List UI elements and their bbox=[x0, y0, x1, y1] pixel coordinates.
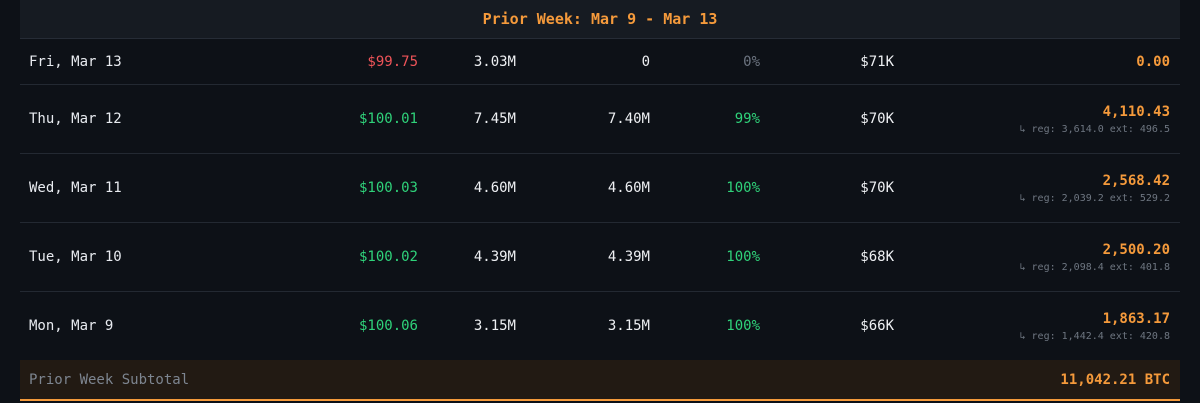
total-breakdown: ↳ reg: 1,442.4 ext: 420.8 bbox=[1019, 330, 1170, 342]
total-value: 2,500.20 bbox=[1102, 241, 1170, 258]
subtotal-label: Prior Week Subtotal bbox=[29, 371, 190, 388]
date-cell: Mon, Mar 9 bbox=[29, 318, 114, 334]
table-row: Thu, Mar 12 $100.01 7.45M 7.40M 99% $70K… bbox=[20, 85, 1180, 154]
filled-cell: 0 bbox=[641, 53, 650, 70]
date-cell: Tue, Mar 10 bbox=[29, 249, 122, 265]
date-cell: Thu, Mar 12 bbox=[29, 111, 122, 127]
total-cell: 2,568.42 ↳ reg: 2,039.2 ext: 529.2 bbox=[1019, 154, 1170, 222]
volume-cell: 3.15M bbox=[473, 318, 516, 334]
price-cell: $100.06 bbox=[358, 318, 418, 334]
volume-cell: 4.39M bbox=[473, 249, 516, 265]
percent-cell: 100% bbox=[726, 180, 760, 196]
mcap-cell: $70K bbox=[860, 180, 894, 196]
table-row: Tue, Mar 10 $100.02 4.39M 4.39M 100% $68… bbox=[20, 223, 1180, 292]
total-value: 2,568.42 bbox=[1102, 172, 1170, 189]
mcap-cell: $70K bbox=[860, 111, 894, 127]
total-cell: 1,863.17 ↳ reg: 1,442.4 ext: 420.8 bbox=[1019, 292, 1170, 360]
section-header: Prior Week: Mar 9 - Mar 13 bbox=[20, 0, 1180, 39]
total-breakdown: ↳ reg: 2,098.4 ext: 401.8 bbox=[1019, 261, 1170, 273]
volume-cell: 3.03M bbox=[473, 53, 516, 70]
total-cell: 0.00 bbox=[1136, 39, 1170, 84]
percent-cell: 0% bbox=[743, 53, 760, 70]
price-cell: $100.01 bbox=[358, 111, 418, 127]
percent-cell: 99% bbox=[734, 111, 760, 127]
section-title: Prior Week: Mar 9 - Mar 13 bbox=[482, 10, 718, 28]
filled-cell: 3.15M bbox=[607, 318, 650, 334]
table-row: Fri, Mar 13 $99.75 3.03M 0 0% $71K 0.00 bbox=[20, 39, 1180, 85]
total-value: 1,863.17 bbox=[1102, 310, 1170, 327]
total-breakdown: ↳ reg: 3,614.0 ext: 496.5 bbox=[1019, 123, 1170, 135]
date-cell: Fri, Mar 13 bbox=[29, 53, 122, 70]
filled-cell: 4.39M bbox=[607, 249, 650, 265]
price-cell: $100.03 bbox=[358, 180, 418, 196]
filled-cell: 7.40M bbox=[607, 111, 650, 127]
volume-cell: 4.60M bbox=[473, 180, 516, 196]
percent-cell: 100% bbox=[726, 249, 760, 265]
date-cell: Wed, Mar 11 bbox=[29, 180, 122, 196]
total-cell: 4,110.43 ↳ reg: 3,614.0 ext: 496.5 bbox=[1019, 85, 1170, 153]
table-row: Wed, Mar 11 $100.03 4.60M 4.60M 100% $70… bbox=[20, 154, 1180, 223]
subtotal-value: 11,042.21 BTC bbox=[1060, 371, 1170, 388]
price-cell: $100.02 bbox=[358, 249, 418, 265]
total-value: 4,110.43 bbox=[1102, 103, 1170, 120]
volume-cell: 7.45M bbox=[473, 111, 516, 127]
table-body: Fri, Mar 13 $99.75 3.03M 0 0% $71K 0.00 … bbox=[20, 39, 1180, 360]
total-value: 0.00 bbox=[1136, 53, 1170, 70]
total-breakdown: ↳ reg: 2,039.2 ext: 529.2 bbox=[1019, 192, 1170, 204]
mcap-cell: $66K bbox=[860, 318, 894, 334]
percent-cell: 100% bbox=[726, 318, 760, 334]
mcap-cell: $68K bbox=[860, 249, 894, 265]
filled-cell: 4.60M bbox=[607, 180, 650, 196]
mcap-cell: $71K bbox=[860, 53, 894, 70]
price-cell: $99.75 bbox=[367, 53, 418, 70]
subtotal-row: Prior Week Subtotal 11,042.21 BTC bbox=[20, 360, 1180, 401]
total-cell: 2,500.20 ↳ reg: 2,098.4 ext: 401.8 bbox=[1019, 223, 1170, 291]
table-row: Mon, Mar 9 $100.06 3.15M 3.15M 100% $66K… bbox=[20, 292, 1180, 360]
